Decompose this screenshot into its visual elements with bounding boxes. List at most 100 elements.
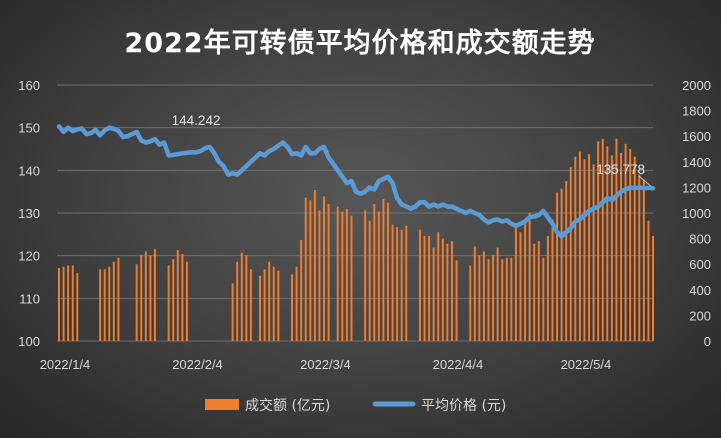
y-left-tick-label: 120 (18, 249, 40, 264)
bar (396, 227, 399, 341)
bar (62, 266, 65, 341)
bar (492, 255, 495, 341)
bar (364, 210, 367, 341)
bar (546, 236, 549, 341)
bar (185, 261, 188, 341)
bar (405, 225, 408, 341)
bar (268, 261, 271, 341)
bar (423, 236, 426, 341)
bar (259, 275, 262, 341)
bar (565, 181, 568, 341)
x-tick-label: 2022/5/4 (561, 357, 612, 372)
y-right-tick-label: 1200 (682, 180, 711, 195)
bar (76, 273, 79, 341)
y-right-tick-label: 1600 (682, 129, 711, 144)
bar (176, 250, 179, 341)
bar (652, 236, 654, 341)
bar (58, 268, 60, 341)
bar (313, 189, 316, 341)
bar (505, 257, 508, 341)
bar (391, 224, 394, 341)
bar (556, 192, 559, 341)
bar (263, 269, 266, 341)
bar (272, 266, 275, 341)
y-left-tick-label: 110 (19, 291, 40, 306)
x-axis: 2022/1/4 2022/2/4 2022/3/4 2022/4/4 2022/5/4 (40, 357, 612, 372)
x-tick-label: 2022/3/4 (300, 357, 351, 372)
bar (341, 211, 344, 341)
bar (588, 154, 591, 341)
bar (249, 269, 252, 341)
y-axis-right: 0 200 400 600 800 1000 1200 1400 1600 1800 2000 (682, 78, 711, 349)
bar (455, 260, 458, 341)
price-line (56, 124, 656, 239)
x-tick-label: 2022/2/4 (172, 357, 223, 372)
bar (606, 146, 609, 341)
annotations: 144.242 135.778 (172, 113, 652, 187)
bar (327, 204, 330, 341)
legend-bar-swatch (205, 399, 239, 410)
bar (633, 156, 636, 341)
bar (450, 241, 453, 341)
x-tick-label: 2022/1/4 (40, 357, 91, 372)
bar (428, 236, 431, 341)
bar (620, 152, 623, 341)
bar (629, 149, 632, 341)
bar (295, 266, 298, 341)
bar (441, 238, 444, 341)
bar (236, 261, 239, 341)
y-right-tick-label: 2000 (682, 78, 711, 93)
y-right-tick-label: 1400 (682, 155, 711, 170)
bar (578, 151, 581, 341)
y-right-tick-label: 200 (689, 308, 711, 323)
chart-title: 2022年可转债平均价格和成交额走势 (124, 27, 595, 59)
bar (373, 204, 376, 341)
bar (103, 269, 106, 341)
y-left-tick-label: 130 (18, 206, 40, 221)
bar (368, 220, 371, 341)
bar (560, 188, 563, 341)
bar-series (58, 138, 654, 341)
bar (519, 232, 522, 341)
bar (624, 143, 627, 341)
bar (574, 156, 577, 341)
bar (469, 265, 472, 341)
y-left-tick-label: 140 (18, 163, 40, 178)
legend: 成交额 (亿元) 平均价格 (元) (205, 397, 506, 414)
bar (172, 259, 175, 341)
bar (597, 141, 600, 341)
bar (418, 229, 421, 341)
bar (386, 202, 389, 341)
bar (99, 269, 102, 341)
annotation-label: 144.242 (172, 113, 221, 128)
bar (240, 252, 243, 341)
y-right-tick-label: 1800 (682, 104, 711, 119)
bar (345, 209, 348, 341)
bar (496, 247, 499, 341)
y-right-tick-label: 0 (704, 334, 711, 349)
bar (592, 164, 595, 341)
bar (642, 179, 645, 341)
bar (647, 220, 650, 341)
bar (537, 241, 540, 341)
y-left-tick-label: 160 (18, 78, 40, 93)
bar (446, 243, 449, 341)
bar (432, 247, 435, 341)
y-right-tick-label: 400 (689, 283, 711, 298)
bar (167, 265, 170, 341)
bar (524, 220, 527, 341)
bar (478, 255, 481, 341)
annotation-leader (638, 175, 652, 187)
bar (309, 200, 312, 341)
bar (382, 198, 385, 341)
x-tick-label: 2022/4/4 (433, 357, 484, 372)
y-axis-left: 100 110 120 130 140 150 160 (18, 78, 40, 349)
y-left-tick-label: 100 (18, 334, 40, 349)
bar (437, 232, 440, 341)
y-left-tick-label: 150 (18, 121, 40, 136)
bar (135, 264, 138, 341)
bar (528, 213, 531, 341)
bar (108, 266, 111, 341)
